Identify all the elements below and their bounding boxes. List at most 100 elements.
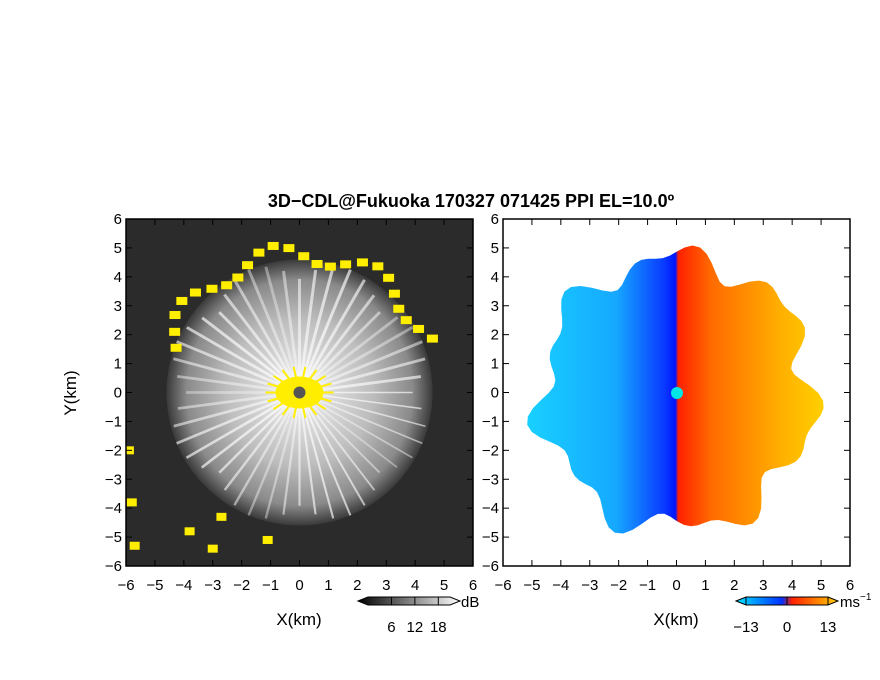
reflectivity-ray (298, 279, 366, 394)
chart-title: 3D−CDL@Fukuoka 170327 071425 PPI EL=10.0… (268, 191, 675, 211)
reflectivity-ray (298, 391, 398, 469)
y-tick-label: −1 (105, 413, 122, 430)
y-tick-label: −2 (105, 442, 122, 459)
x-tick-label: −5 (146, 577, 163, 594)
rim-highlight (242, 261, 254, 270)
x-tick-label: −6 (117, 577, 134, 594)
x-tick-label: −4 (175, 577, 192, 594)
reflectivity-ray (185, 391, 301, 459)
scattered-highlight (184, 527, 195, 536)
rim-highlight (169, 311, 181, 320)
y-tick-label: 1 (491, 356, 499, 373)
scattered-highlight (129, 541, 140, 550)
reflectivity-ray (298, 316, 399, 394)
y-tick-label: 2 (491, 327, 499, 344)
rim-highlight (170, 343, 182, 352)
y-tick-label: −4 (105, 500, 122, 517)
x-tick-label: 0 (295, 577, 303, 594)
velocity-center-marker (671, 387, 683, 399)
rim-highlight (311, 259, 323, 268)
y-tick-label: −2 (482, 442, 499, 459)
rim-highlight (232, 273, 244, 282)
reflectivity-ray (299, 391, 423, 445)
y-tick-label: 0 (114, 385, 122, 402)
y-tick-label: −5 (105, 529, 122, 546)
scattered-highlight (126, 498, 137, 507)
reflectivity-ray (298, 269, 318, 393)
reflectivity-panel: −6 −5 −4 −3 −2 −1 0 1 2 3 4 5 6 6 5 4 3 2 1 0 −1 −2 −3 −4 −5 −6 X… (61, 211, 477, 629)
x-tick-label: −6 (494, 577, 511, 594)
x-tick-label: 4 (788, 577, 796, 594)
y-tick-label: 6 (491, 211, 499, 228)
reflectivity-center-marker (293, 386, 306, 399)
x-tick-label: −2 (233, 577, 250, 594)
velocity-unit-base: ms (840, 594, 860, 611)
x-tick-label: 0 (672, 577, 680, 594)
y-tick-label: −3 (105, 471, 122, 488)
x-tick-label: 2 (353, 577, 361, 594)
reflectivity-ray (233, 391, 301, 506)
reflectivity-ray (298, 392, 352, 516)
reflectivity-ray (201, 316, 301, 394)
scattered-highlight (262, 535, 273, 544)
reflectivity-ray (298, 340, 423, 394)
reflectivity-ray (299, 391, 413, 459)
rim-highlight (169, 327, 181, 336)
rim-highlight (383, 273, 395, 282)
reflectivity-ray (298, 269, 352, 394)
reflectivity-ray (282, 270, 301, 393)
y-tick-label: −5 (482, 529, 499, 546)
y-tick-label: 5 (491, 240, 499, 257)
rim-highlight (221, 281, 233, 290)
colorbar-tick-label: 0 (783, 619, 791, 636)
rim-highlight (206, 284, 218, 293)
x-tick-label: −2 (610, 577, 627, 594)
reflectivity-ray (298, 392, 366, 506)
reflectivity-ray (247, 392, 301, 516)
x-tick-label: 5 (817, 577, 825, 594)
reflectivity-colorbar: dB 6 12 18 (356, 594, 479, 636)
rim-highlight (413, 324, 425, 333)
x-tick-label: −3 (581, 577, 598, 594)
rim-highlight (388, 289, 400, 298)
x-tick-label: 6 (846, 577, 854, 594)
y-tick-label: 5 (114, 240, 122, 257)
velocity-colorbar: ms−1 −13 0 13 (733, 592, 872, 636)
rim-highlight (356, 258, 368, 267)
y-tick-label: 0 (491, 385, 499, 402)
scattered-highlight (216, 512, 227, 521)
x-tick-label: −1 (262, 577, 279, 594)
y-tick-label: −1 (482, 413, 499, 430)
colorbar-tick-label: 6 (387, 619, 395, 636)
colorbar-tick-label: 18 (430, 619, 447, 636)
reflectivity-ray (298, 311, 381, 394)
reflectivity-ray (298, 325, 414, 394)
rim-highlight (393, 304, 405, 313)
y-tick-label: −4 (482, 500, 499, 517)
x-tick-label: 5 (440, 577, 448, 594)
rim-highlight (340, 260, 352, 269)
x-tick-label: −5 (523, 577, 540, 594)
rim-highlight (267, 241, 279, 250)
y-tick-label: 3 (491, 298, 499, 315)
colorbar-tick-label: 12 (407, 619, 424, 636)
y-tick-label: 4 (491, 269, 499, 286)
reflectivity-ray (218, 311, 301, 394)
reflectivity-ray (176, 340, 301, 394)
reflectivity-ray (200, 391, 301, 469)
rim-highlight (372, 262, 384, 271)
rim-highlight (400, 316, 412, 325)
x-tick-label: −4 (552, 577, 569, 594)
rim-highlight (426, 334, 438, 343)
y-axis-label: Y(km) (61, 370, 80, 415)
y-tick-label: 4 (114, 269, 122, 286)
y-tick-label: −6 (105, 558, 122, 575)
x-tick-label: 6 (469, 577, 477, 594)
x-tick-label: 1 (701, 577, 709, 594)
y-tick-label: −6 (482, 558, 499, 575)
y-tick-label: 6 (114, 211, 122, 228)
x-tick-label: 3 (382, 577, 390, 594)
x-tick-label: 3 (759, 577, 767, 594)
x-tick-label: 1 (324, 577, 332, 594)
